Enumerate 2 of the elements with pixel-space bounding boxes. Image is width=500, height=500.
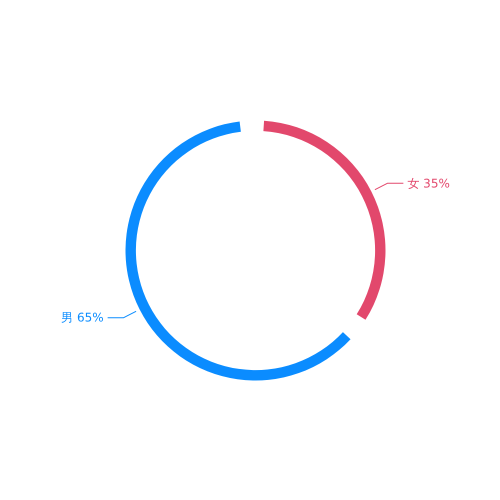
slice-label: 女 35%: [407, 176, 450, 190]
slice-label: 男 65%: [61, 310, 104, 325]
